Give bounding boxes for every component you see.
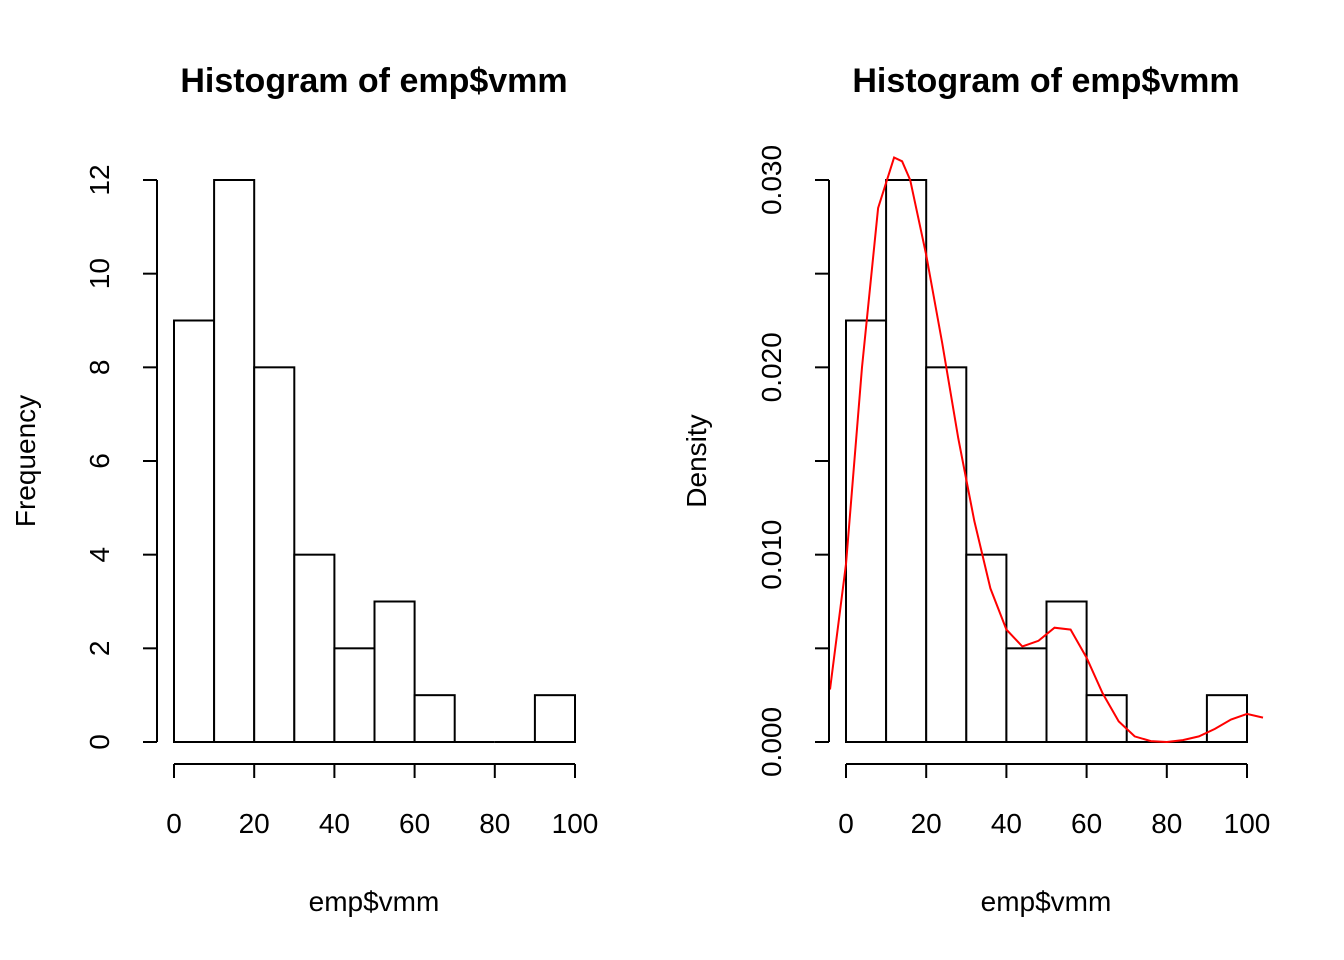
x-axis-label: emp$vmm [981,886,1112,917]
histogram-bar [1085,694,1128,744]
x-tick-label: 80 [1151,808,1182,839]
histogram-bar [373,600,416,743]
x-tick-label: 100 [1224,808,1271,839]
y-axis-label: Frequency [10,395,41,527]
y-axis: 0 2 4 6 8 10 12 [84,164,158,750]
x-tick-label: 0 [166,808,182,839]
y-tick-label: 0.020 [756,332,787,402]
histogram-bar [293,553,336,744]
y-tick-label: 12 [84,164,115,195]
frequency-histogram-panel: Histogram of emp$vmm emp$vmm Frequency 0… [10,62,598,917]
x-tick-label: 100 [552,808,599,839]
density-curve [829,156,1264,744]
x-tick-label: 60 [399,808,430,839]
y-axis-label: Density [681,414,712,507]
y-tick-label: 2 [84,641,115,657]
x-tick-label: 60 [1071,808,1102,839]
x-tick-label: 20 [239,808,270,839]
histogram-bar [213,179,256,743]
y-tick-label: 4 [84,547,115,563]
histogram-bar [173,319,216,743]
histogram-bar [965,553,1008,744]
histogram-bar [253,366,296,743]
x-tick-label: 40 [319,808,350,839]
y-tick-label: 0.030 [756,145,787,215]
histogram-bar [1205,694,1249,744]
x-tick-label: 20 [911,808,942,839]
y-tick-label: 0.010 [756,520,787,590]
chart-title: Histogram of emp$vmm [180,62,567,100]
x-tick-label: 0 [838,808,854,839]
x-axis-label: emp$vmm [309,886,440,917]
chart-title: Histogram of emp$vmm [852,62,1239,100]
density-histogram-panel: Histogram of emp$vmm emp$vmm Density 0 20… [681,62,1270,917]
x-tick-label: 80 [479,808,510,839]
y-tick-label: 10 [84,258,115,289]
y-tick-label: 6 [84,453,115,469]
density-curve-group [829,156,1264,744]
histogram-bar [533,694,577,744]
histogram-bar [413,694,456,744]
x-tick-label: 40 [991,808,1022,839]
bars [173,179,577,744]
bars [845,179,1249,744]
histogram-bar [925,366,968,743]
histogram-bar [1005,647,1048,743]
y-tick-label: 8 [84,360,115,376]
histogram-bar [1045,600,1088,743]
histogram-bar [333,647,376,743]
x-axis: 0 20 40 60 80 100 [166,763,599,839]
y-tick-label: 0 [84,734,115,750]
y-axis: 0.000 0.010 0.020 0.030 [756,145,830,777]
y-tick-label: 0.000 [756,707,787,777]
x-axis: 0 20 40 60 80 100 [838,763,1271,839]
histogram-bar [885,179,928,743]
histogram-bar [845,319,888,743]
